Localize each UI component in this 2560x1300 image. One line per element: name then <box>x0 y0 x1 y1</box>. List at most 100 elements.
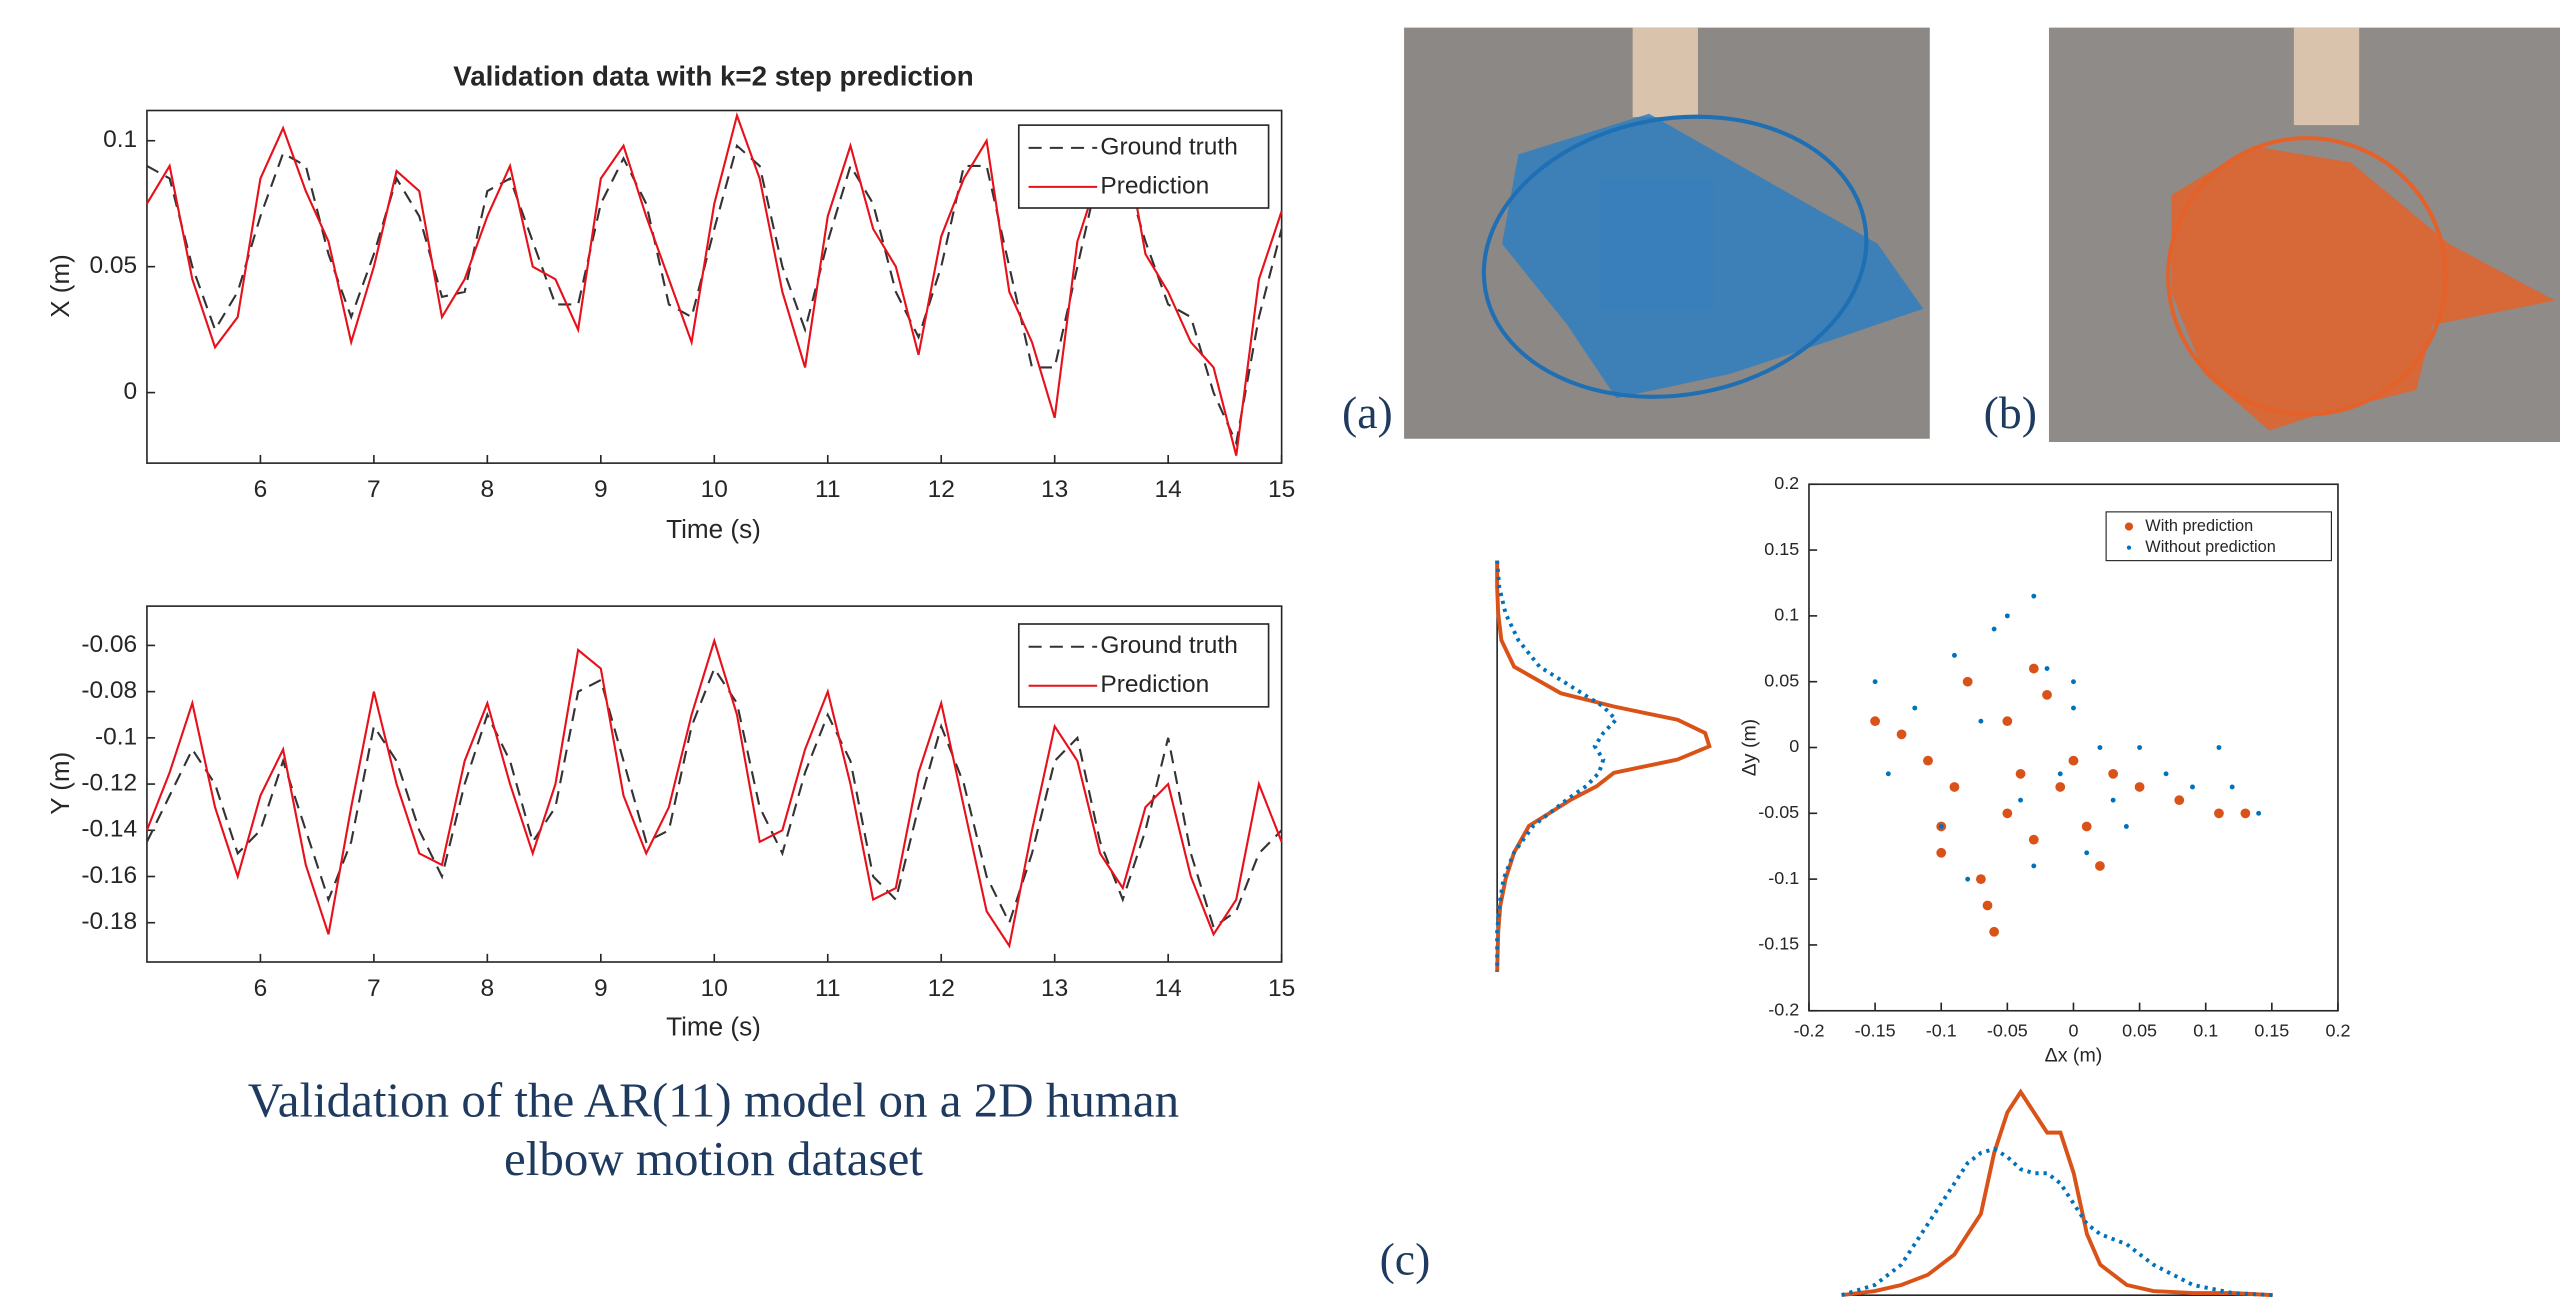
scatter-point <box>2123 824 2129 829</box>
y-tick-label: -0.1 <box>1768 868 1799 888</box>
scatter-point <box>2031 863 2037 869</box>
x-tick-label: 9 <box>594 975 608 1002</box>
density-curve <box>1841 1146 2273 1298</box>
y-tick-label: -0.08 <box>81 677 137 704</box>
y-tick-label: -0.05 <box>1758 802 1799 822</box>
y-tick-label: -0.12 <box>81 770 137 797</box>
scatter-point <box>1923 755 1933 766</box>
scatter-point <box>2004 613 2010 619</box>
axes-box <box>1808 483 2339 1012</box>
x-tick-label: 11 <box>815 476 840 503</box>
x-tick-label: 12 <box>928 975 955 1002</box>
scatter-point <box>2071 705 2076 711</box>
x-tick-label: 8 <box>481 975 495 1002</box>
scatter-point <box>2256 810 2262 816</box>
scatter-point <box>2055 782 2066 792</box>
scatter-point <box>2071 679 2076 685</box>
x-tick-label: 13 <box>1041 975 1068 1002</box>
y-axis-label: X (m) <box>45 254 75 318</box>
y-tick-label: -0.1 <box>95 723 137 750</box>
y-tick-label: 0 <box>1789 736 1799 756</box>
scatter-point <box>1872 679 1878 685</box>
caption-box: Validation of the AR(11) model on a 2D h… <box>247 1074 1180 1187</box>
scatter-point <box>2028 663 2039 674</box>
y-tick-label: -0.06 <box>81 631 137 658</box>
y-tick-label: -0.16 <box>81 862 137 889</box>
legend-box <box>2105 511 2332 562</box>
scatter-point <box>2068 755 2079 766</box>
scatter-point <box>2137 745 2143 750</box>
legend-box <box>1017 623 1270 708</box>
y-axis-label: Y (m) <box>45 752 75 815</box>
x-tick-label: 0.05 <box>2122 1021 2157 1041</box>
x-tick-label: 10 <box>701 975 728 1002</box>
legend-swatch <box>2124 522 2134 531</box>
scatter-point <box>1965 876 1971 882</box>
x-tick-label: 11 <box>815 975 840 1002</box>
x-tick-label: 7 <box>367 975 381 1002</box>
scatter-point <box>2097 745 2103 750</box>
y-tick-label: 0.05 <box>1764 670 1799 690</box>
y-tick-label: -0.18 <box>81 908 137 935</box>
photo-a <box>1404 27 1930 439</box>
panel-label: (a) <box>1342 387 1393 438</box>
scatter-point <box>2229 784 2235 790</box>
scatter-point <box>2018 797 2024 803</box>
y-tick-label: 0 <box>124 378 138 405</box>
scatter-point <box>2216 745 2222 750</box>
x-tick-label: 12 <box>928 476 955 503</box>
scatter-point <box>1982 900 1993 911</box>
x-axis-label: Time (s) <box>666 514 761 544</box>
y-axis-label: Δy (m) <box>1738 719 1760 776</box>
y-tick-label: 0.1 <box>103 126 137 153</box>
panel-label: (b) <box>1984 387 2037 438</box>
series-line <box>145 637 1283 949</box>
scatter-point <box>1989 926 2000 937</box>
legend-label: Prediction <box>1100 172 1209 199</box>
legend-swatch <box>2126 545 2132 550</box>
scatter-point <box>2028 834 2039 845</box>
legend-box <box>1017 124 1270 209</box>
legend-label: Ground truth <box>1100 133 1237 160</box>
scatter-point <box>2044 666 2050 671</box>
x-tick-label: 8 <box>481 476 495 503</box>
legend-label: Without prediction <box>2145 538 2276 556</box>
chart-title: Validation data with k=2 step prediction <box>453 60 973 91</box>
x-axis-label: Time (s) <box>666 1012 761 1042</box>
scatter-point <box>1976 874 1986 884</box>
x-tick-label: 14 <box>1155 476 1182 503</box>
scatter-point <box>2057 771 2063 777</box>
legend-label: Prediction <box>1100 671 1209 698</box>
scatter-point <box>2081 821 2092 832</box>
x-tick-label: 0.15 <box>2254 1021 2289 1041</box>
scatter-point <box>1912 705 1918 711</box>
scatter-point <box>1949 782 1960 792</box>
scatter-point <box>2002 808 2013 819</box>
x-tick-label: 15 <box>1268 975 1295 1002</box>
x-tick-label: -0.15 <box>1855 1021 1896 1041</box>
x-tick-label: 9 <box>594 476 608 503</box>
scatter-point <box>2002 716 2013 727</box>
caption: Validation of the AR(11) model on a 2D h… <box>247 1074 1180 1187</box>
scatter-point <box>1938 824 1944 829</box>
scatter-point <box>2031 593 2037 599</box>
scatter-point <box>2015 768 2026 779</box>
x-tick-label: 0.2 <box>2325 1021 2350 1041</box>
density-curve <box>1841 1088 2273 1298</box>
scatter-point <box>2108 768 2119 779</box>
x-tick-label: -0.1 <box>1926 1021 1957 1041</box>
scatter-point <box>2163 771 2169 777</box>
y-tick-label: 0.05 <box>89 252 137 279</box>
photo-b <box>2048 27 2560 442</box>
scatter-point <box>1870 716 1880 727</box>
x-tick-label: 10 <box>701 476 728 503</box>
scatter-point <box>2095 861 2105 871</box>
legend-label: Ground truth <box>1100 632 1237 659</box>
scatter-point <box>1991 626 1997 632</box>
x-tick-label: 15 <box>1268 476 1295 503</box>
x-tick-label: 0.1 <box>2193 1021 2218 1041</box>
x-tick-label: -0.2 <box>1794 1021 1825 1041</box>
y-tick-label: 0.2 <box>1774 473 1799 493</box>
x-tick-label: 7 <box>367 476 381 503</box>
